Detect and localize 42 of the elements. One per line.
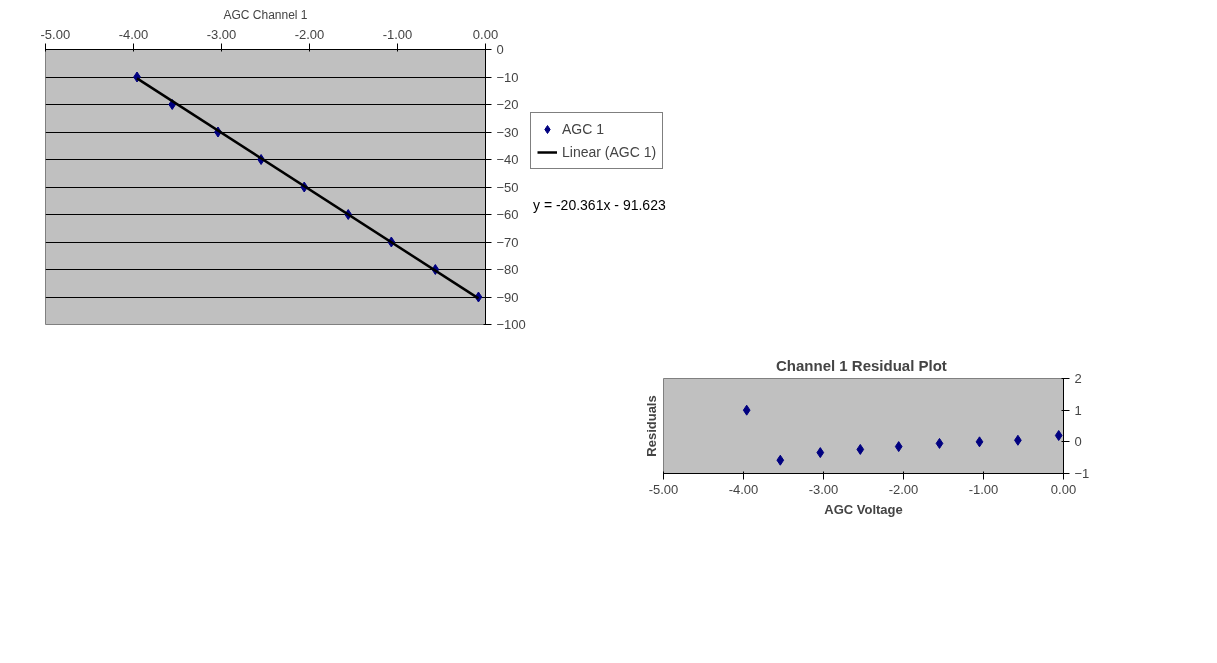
y-tick-label: 0 (1074, 434, 1082, 450)
x-tick-label: -4.00 (118, 26, 149, 42)
point (816, 447, 825, 459)
y-tick-label: −1 (1074, 466, 1090, 481)
y-tick-label: −80 (496, 262, 519, 277)
y-tick-label: −50 (496, 179, 519, 195)
x-tick-label: -2.00 (294, 26, 325, 42)
point (856, 443, 865, 455)
point (742, 404, 751, 416)
point (975, 436, 984, 448)
legend-label: Linear (AGC 1) (562, 144, 657, 160)
x-tick-label: 0.00 (1050, 481, 1077, 497)
y-tick-label: 2 (1074, 371, 1082, 386)
x-tick-label: -3.00 (808, 481, 839, 497)
x-tick-label: -1.00 (382, 26, 413, 42)
y-tick-label: −100 (496, 317, 526, 332)
y-tick-label: 0 (496, 42, 504, 57)
y-tick-label: −70 (496, 234, 519, 250)
x-tick-label: -1.00 (968, 481, 999, 497)
text: y = -20.361x - 91.623 (533, 196, 666, 215)
point (935, 437, 944, 449)
chart-title: Channel 1 Residual Plot (775, 356, 947, 374)
y-tick-label: −40 (496, 152, 519, 167)
point (1054, 430, 1063, 441)
y-tick-label: 1 (1074, 402, 1082, 418)
chart-title: AGC Channel 1 (223, 7, 308, 22)
x-tick-label: -5.00 (648, 481, 679, 497)
y-axis-title: Residuals (643, 395, 659, 457)
y-tick-label: −20 (496, 97, 519, 112)
x-tick-label: -4.00 (728, 481, 759, 497)
y-tick-label: −10 (496, 69, 519, 85)
y-tick-label: −60 (496, 207, 519, 222)
point (894, 441, 903, 453)
x-tick-label: -5.00 (40, 26, 71, 42)
x-tick-label: 0.00 (472, 26, 499, 42)
legend-label: AGC 1 (562, 121, 605, 137)
y-tick-label: −90 (496, 289, 519, 305)
point (776, 454, 785, 466)
y-tick-label: −30 (496, 124, 519, 140)
x-tick-label: -3.00 (206, 26, 237, 42)
x-axis-title: AGC Voltage (824, 501, 903, 517)
x-tick-label: -2.00 (888, 481, 919, 497)
